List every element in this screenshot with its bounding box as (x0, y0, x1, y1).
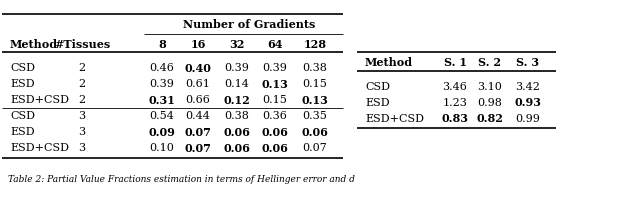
Text: #Tissues: #Tissues (54, 38, 110, 50)
Text: 2: 2 (79, 63, 86, 73)
Text: 3.42: 3.42 (516, 82, 540, 92)
Text: 0.40: 0.40 (184, 62, 211, 73)
Text: 3: 3 (79, 111, 86, 121)
Text: ESD+CSD: ESD+CSD (10, 95, 69, 105)
Text: 0.31: 0.31 (148, 94, 175, 105)
Text: Number of Gradients: Number of Gradients (183, 19, 316, 30)
Text: ESD: ESD (10, 127, 35, 137)
Text: 0.39: 0.39 (150, 79, 175, 89)
Text: 0.93: 0.93 (515, 98, 541, 109)
Text: 0.06: 0.06 (301, 126, 328, 137)
Text: Table 2: Partial Value Fractions estimation in terms of Hellinger error and d: Table 2: Partial Value Fractions estimat… (8, 175, 355, 184)
Text: 0.15: 0.15 (303, 79, 328, 89)
Text: 0.12: 0.12 (223, 94, 250, 105)
Text: 0.46: 0.46 (150, 63, 175, 73)
Text: 0.10: 0.10 (150, 143, 175, 153)
Text: 16: 16 (190, 38, 205, 50)
Text: 0.13: 0.13 (262, 78, 289, 89)
Text: S. 2: S. 2 (479, 57, 502, 68)
Text: 0.61: 0.61 (186, 79, 211, 89)
Text: 0.83: 0.83 (442, 114, 468, 125)
Text: 0.39: 0.39 (225, 63, 250, 73)
Text: 0.06: 0.06 (262, 142, 289, 154)
Text: 0.13: 0.13 (301, 94, 328, 105)
Text: 0.82: 0.82 (477, 114, 504, 125)
Text: 8: 8 (158, 38, 166, 50)
Text: 0.07: 0.07 (303, 143, 328, 153)
Text: 0.06: 0.06 (262, 126, 289, 137)
Text: 64: 64 (268, 38, 283, 50)
Text: 3.10: 3.10 (477, 82, 502, 92)
Text: 2: 2 (79, 95, 86, 105)
Text: 32: 32 (229, 38, 244, 50)
Text: 0.36: 0.36 (262, 111, 287, 121)
Text: ESD: ESD (365, 98, 390, 108)
Text: CSD: CSD (10, 63, 35, 73)
Text: 128: 128 (303, 38, 326, 50)
Text: 0.38: 0.38 (303, 63, 328, 73)
Text: ESD+CSD: ESD+CSD (365, 114, 424, 124)
Text: 0.66: 0.66 (186, 95, 211, 105)
Text: 0.99: 0.99 (516, 114, 540, 124)
Text: Method: Method (10, 38, 58, 50)
Text: 0.09: 0.09 (148, 126, 175, 137)
Text: CSD: CSD (10, 111, 35, 121)
Text: 2: 2 (79, 79, 86, 89)
Text: S. 1: S. 1 (444, 57, 467, 68)
Text: 0.07: 0.07 (184, 142, 211, 154)
Text: CSD: CSD (365, 82, 390, 92)
Text: 0.98: 0.98 (477, 98, 502, 108)
Text: Method: Method (365, 57, 413, 68)
Text: S. 3: S. 3 (516, 57, 540, 68)
Text: ESD+CSD: ESD+CSD (10, 143, 69, 153)
Text: 0.35: 0.35 (303, 111, 328, 121)
Text: 0.15: 0.15 (262, 95, 287, 105)
Text: 1.23: 1.23 (443, 98, 467, 108)
Text: 3: 3 (79, 127, 86, 137)
Text: 3.46: 3.46 (443, 82, 467, 92)
Text: 0.39: 0.39 (262, 63, 287, 73)
Text: 0.07: 0.07 (184, 126, 211, 137)
Text: 0.38: 0.38 (225, 111, 250, 121)
Text: 0.06: 0.06 (223, 126, 250, 137)
Text: 0.14: 0.14 (225, 79, 250, 89)
Text: 3: 3 (79, 143, 86, 153)
Text: 0.44: 0.44 (186, 111, 211, 121)
Text: ESD: ESD (10, 79, 35, 89)
Text: 0.06: 0.06 (223, 142, 250, 154)
Text: 0.54: 0.54 (150, 111, 175, 121)
